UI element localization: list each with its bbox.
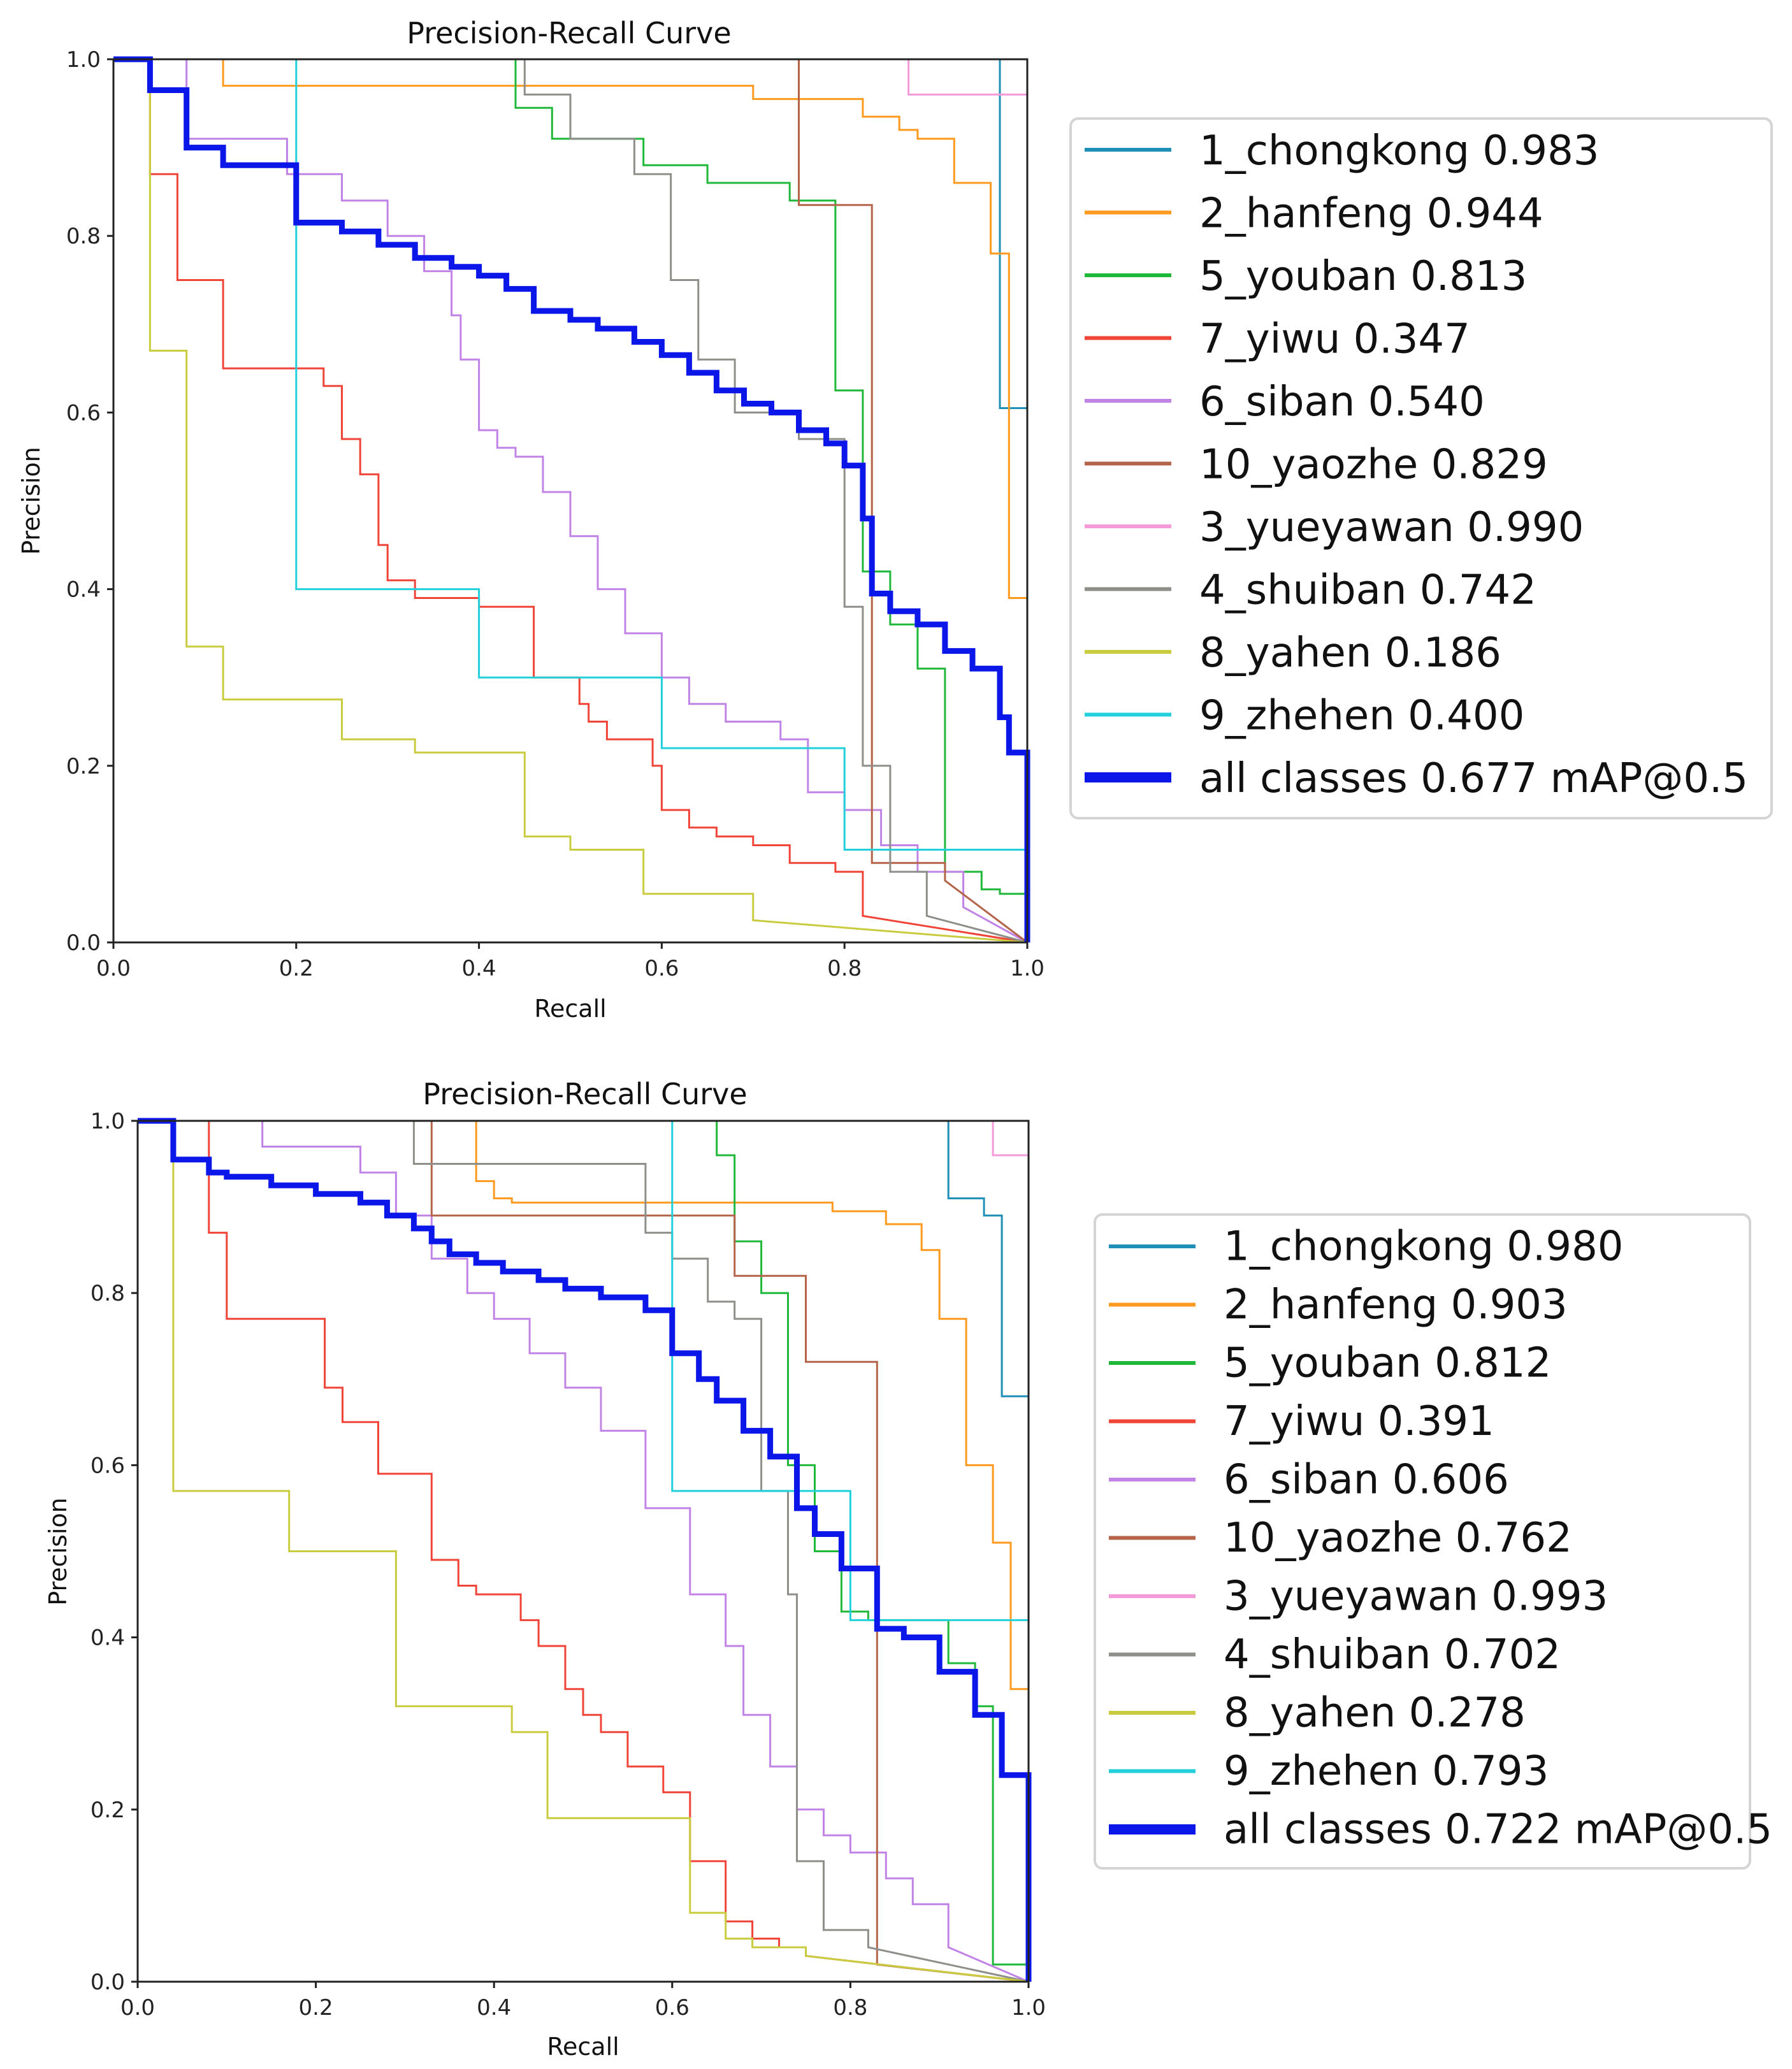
- legend-label-all-classes: all classes 0.722 mAP@0.5: [1224, 1806, 1772, 1854]
- series-line-2_hanfeng: [113, 58, 1029, 942]
- y-tick-label: 0.0: [66, 930, 101, 956]
- chart-1-title: Precision-Recall Curve: [407, 16, 731, 50]
- legend-label-8_yahen: 8_yahen 0.186: [1199, 630, 1501, 677]
- series-line-2_hanfeng: [138, 1120, 1030, 1982]
- x-tick-label: 0.8: [827, 956, 862, 981]
- legend-label-10_yaozhe: 10_yaozhe 0.829: [1199, 442, 1548, 489]
- chart-1-plot-area: [113, 56, 1030, 944]
- series-line-4_shuiban: [138, 1120, 1029, 1983]
- chart-1: Precision-Recall Curve 0.0 0.2 0.4 0.6 0.8 1.…: [17, 16, 1773, 1023]
- legend-label-6_siban: 6_siban 0.540: [1199, 378, 1485, 426]
- chart-1-frame: [112, 58, 1029, 944]
- chart-1-xlabel: Recall: [534, 995, 606, 1023]
- y-tick-label: 0.0: [90, 1970, 125, 1995]
- legend-label-9_zhehen: 9_zhehen 0.793: [1224, 1748, 1549, 1795]
- y-tick-label: 1.0: [90, 1109, 125, 1134]
- legend-label-3_yueyawan: 3_yueyawan 0.990: [1199, 504, 1584, 551]
- chart-2-ylabel: Precision: [44, 1497, 72, 1606]
- x-tick-label: 1.0: [1010, 956, 1044, 981]
- y-tick-label: 0.4: [90, 1626, 125, 1651]
- legend-label-4_shuiban: 4_shuiban 0.702: [1224, 1631, 1561, 1678]
- series-line-10_yaozhe: [138, 1120, 1029, 1983]
- legend-label-1_chongkong: 1_chongkong 0.983: [1199, 127, 1600, 175]
- series-line-4_shuiban: [113, 58, 1028, 944]
- chart-2: Precision-Recall Curve 0.0 0.2 0.4 0.6 0.8 1.…: [44, 1077, 1772, 2061]
- legend-label-1_chongkong: 1_chongkong 0.980: [1224, 1223, 1624, 1271]
- series-line-6_siban: [138, 1120, 1029, 1983]
- legend-label-9_zhehen: 9_zhehen 0.400: [1199, 693, 1524, 740]
- chart-2-title: Precision-Recall Curve: [423, 1077, 747, 1111]
- series-line-8_yahen: [113, 58, 1028, 944]
- legend-label-4_shuiban: 4_shuiban 0.742: [1199, 567, 1536, 614]
- y-tick-label: 0.8: [90, 1281, 125, 1306]
- x-tick-label: 0.4: [462, 956, 496, 981]
- legend-label-3_yueyawan: 3_yueyawan 0.993: [1224, 1573, 1608, 1620]
- series-line-7_yiwu: [138, 1120, 1029, 1983]
- chart-2-plot-area: [138, 1118, 1032, 1983]
- x-tick-label: 0.2: [279, 956, 314, 981]
- legend-label-7_yiwu: 7_yiwu 0.391: [1224, 1398, 1494, 1445]
- y-tick-label: 0.4: [66, 577, 101, 603]
- series-line-all-classes: [138, 1118, 1032, 1982]
- y-tick-label: 0.8: [66, 224, 101, 249]
- y-tick-label: 0.6: [66, 400, 101, 426]
- chart-1-axes: 0.0 0.2 0.4 0.6 0.8 1.0 0.0 0.2 0.4 0.6 0.8 1.0: [66, 47, 1044, 981]
- chart-2-legend: 1_chongkong 0.980 2_hanfeng 0.903 5_youban…: [1094, 1213, 1772, 1870]
- x-tick-label: 1.0: [1011, 1995, 1046, 2021]
- legend-label-5_youban: 5_youban 0.812: [1224, 1340, 1551, 1387]
- legend-label-2_hanfeng: 2_hanfeng 0.944: [1199, 191, 1543, 238]
- series-line-9_zhehen: [138, 1120, 1030, 1982]
- legend-label-2_hanfeng: 2_hanfeng 0.903: [1224, 1281, 1568, 1329]
- legend-label-8_yahen: 8_yahen 0.278: [1224, 1690, 1526, 1737]
- x-tick-label: 0.6: [655, 1995, 690, 2021]
- y-tick-label: 1.0: [66, 47, 101, 73]
- x-tick-label: 0.0: [96, 956, 131, 981]
- series-line-5_youban: [138, 1120, 1030, 1982]
- series-line-all-classes: [113, 56, 1030, 942]
- y-tick-label: 0.2: [90, 1798, 125, 1823]
- x-tick-label: 0.4: [477, 1995, 511, 2021]
- series-line-8_yahen: [138, 1120, 1029, 1983]
- legend-label-7_yiwu: 7_yiwu 0.347: [1199, 316, 1470, 363]
- chart-2-axes: 0.0 0.2 0.4 0.6 0.8 1.0 0.0 0.2 0.4 0.6 0.8 1.0: [90, 1109, 1046, 2021]
- chart-1-ylabel: Precision: [17, 447, 45, 555]
- chart-2-xlabel: Recall: [547, 2033, 619, 2061]
- y-tick-label: 0.2: [66, 754, 101, 779]
- series-line-3_yueyawan: [138, 1120, 1030, 1982]
- chart-1-legend: 1_chongkong 0.983 2_hanfeng 0.944 5_youban…: [1069, 117, 1773, 819]
- series-line-1_chongkong: [138, 1120, 1030, 1982]
- x-tick-label: 0.8: [833, 1995, 867, 2021]
- x-tick-label: 0.6: [644, 956, 679, 981]
- chart-1-legend-box: [1069, 117, 1773, 819]
- legend-label-all-classes: all classes 0.677 mAP@0.5: [1199, 755, 1748, 802]
- legend-label-5_youban: 5_youban 0.813: [1199, 253, 1527, 300]
- x-tick-label: 0.2: [299, 1995, 333, 2021]
- chart-2-legend-box: [1094, 1213, 1751, 1870]
- x-tick-label: 0.0: [120, 1995, 155, 2021]
- chart-2-frame: [136, 1120, 1030, 1983]
- series-line-9_zhehen: [113, 58, 1029, 942]
- legend-label-6_siban: 6_siban 0.606: [1224, 1457, 1509, 1504]
- legend-label-10_yaozhe: 10_yaozhe 0.762: [1224, 1515, 1572, 1562]
- y-tick-label: 0.6: [90, 1453, 125, 1478]
